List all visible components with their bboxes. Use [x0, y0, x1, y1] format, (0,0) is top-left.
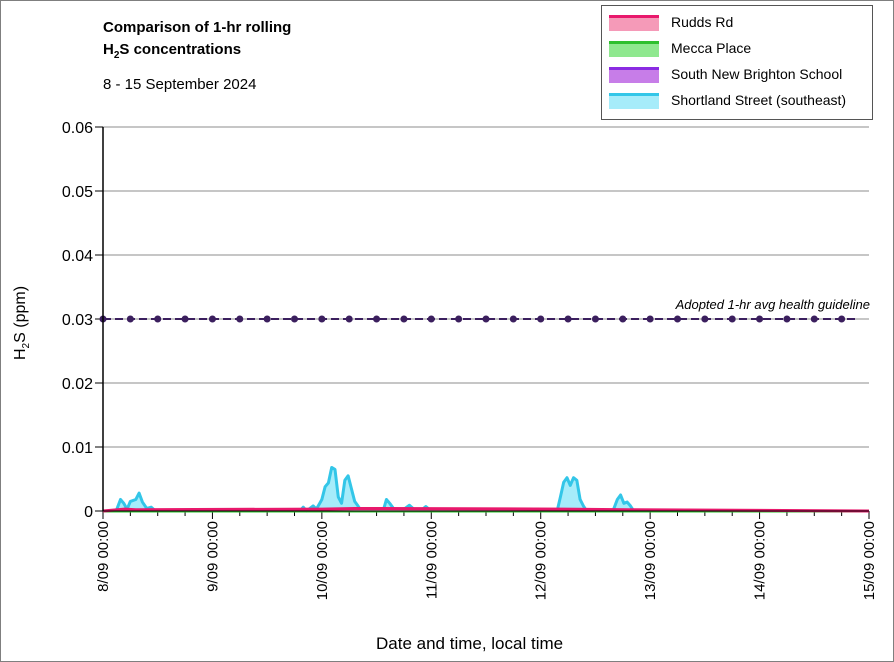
legend-swatch-rudds-rd	[609, 15, 659, 31]
y-tick-label: 0.01	[62, 440, 93, 457]
guideline-marker	[400, 315, 408, 323]
guideline-marker	[126, 315, 134, 323]
x-tick-label: 8/09 00:00	[95, 521, 112, 592]
x-tick-label: 12/09 00:00	[533, 521, 550, 600]
y-tick-label: 0	[84, 504, 93, 521]
guideline-marker	[181, 315, 189, 323]
legend-swatch-mecca-place	[609, 41, 659, 57]
x-tick-label: 11/09 00:00	[423, 521, 440, 599]
x-tick-label: 10/09 00:00	[314, 521, 331, 600]
guideline-marker	[154, 315, 162, 323]
y-tick-label: 0.03	[62, 312, 93, 329]
legend-label: South New Brighton School	[671, 66, 843, 82]
series-area-shortland-street-southeast	[103, 467, 869, 511]
y-tick-label: 0.05	[62, 184, 93, 201]
y-tick-label: 0.06	[62, 120, 93, 137]
legend: Rudds Rd Mecca Place South New Brighton …	[601, 5, 873, 120]
legend-label: Mecca Place	[671, 40, 752, 56]
guideline-marker	[537, 315, 545, 323]
series-line-rudds-rd	[102, 506, 870, 513]
legend-item-rudds-rd: Rudds Rd	[609, 12, 869, 34]
guideline-label: Adopted 1-hr avg health guideline	[675, 297, 870, 312]
chart-title-line2: H2S concentrations	[103, 41, 242, 61]
legend-label: Shortland Street (southeast)	[671, 92, 847, 108]
guideline-marker	[591, 315, 599, 323]
x-tick-label: 14/09 00:00	[752, 521, 769, 600]
guideline-marker	[482, 315, 490, 323]
guideline-marker	[455, 315, 463, 323]
legend-swatch-shortland-street	[609, 93, 659, 109]
guideline-marker	[291, 315, 298, 323]
legend-item-mecca-place: Mecca Place	[609, 38, 869, 60]
series-line-shortland-street-southeast	[103, 465, 869, 513]
x-tick-label: 9/09 00:00	[204, 521, 221, 592]
guideline-marker	[838, 315, 846, 323]
guideline-marker	[236, 315, 244, 323]
guideline-marker	[373, 315, 381, 323]
legend-item-shortland-street: Shortland Street (southeast)	[609, 90, 869, 112]
guideline-marker	[728, 315, 736, 323]
guideline-marker	[646, 315, 654, 323]
guideline-marker	[701, 315, 709, 323]
chart-title-line1: Comparison of 1-hr rolling	[103, 19, 292, 36]
guideline-marker	[756, 315, 764, 323]
legend-swatch-south-new-brighton-school	[609, 67, 659, 83]
chart-subtitle: 8 - 15 September 2024	[103, 76, 257, 93]
guideline-marker	[674, 315, 681, 323]
x-tick-label: 13/09 00:00	[642, 521, 659, 600]
guideline-marker	[783, 315, 791, 323]
legend-item-south-new-brighton-school: South New Brighton School	[609, 64, 869, 86]
guideline-marker	[427, 315, 435, 323]
guideline-marker	[263, 315, 271, 323]
y-tick-label: 0.04	[62, 248, 93, 265]
x-axis-label: Date and time, local time	[376, 634, 564, 653]
guideline-marker	[619, 315, 627, 323]
y-axis-label: H2S (ppm)	[12, 285, 32, 360]
guideline-marker	[564, 315, 572, 323]
legend-label: Rudds Rd	[671, 14, 734, 30]
guideline-marker	[208, 315, 216, 323]
guideline-marker	[345, 315, 353, 323]
guideline-marker	[318, 315, 326, 323]
y-tick-label: 0.02	[62, 376, 93, 393]
guideline-marker	[810, 315, 818, 323]
x-tick-label: 15/09 00:00	[861, 521, 878, 600]
guideline-marker	[509, 315, 517, 323]
